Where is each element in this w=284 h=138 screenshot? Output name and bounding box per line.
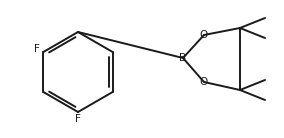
Text: F: F: [75, 114, 81, 124]
Text: O: O: [200, 77, 208, 87]
Text: B: B: [179, 53, 187, 63]
Text: O: O: [200, 30, 208, 40]
Text: F: F: [34, 43, 40, 54]
